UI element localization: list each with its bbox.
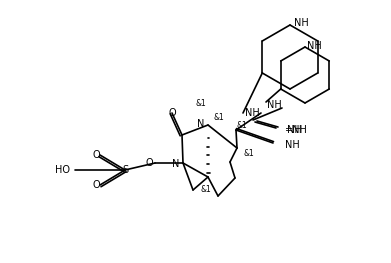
Text: S: S xyxy=(122,165,128,175)
Text: N: N xyxy=(172,159,179,169)
Text: &1: &1 xyxy=(214,114,225,123)
Text: O: O xyxy=(92,180,100,190)
Text: N: N xyxy=(197,119,204,129)
Text: HO: HO xyxy=(55,165,70,175)
Text: =NH: =NH xyxy=(285,125,308,135)
Text: NH: NH xyxy=(267,100,282,110)
Text: NH: NH xyxy=(245,108,259,118)
Text: O: O xyxy=(92,150,100,160)
Text: O: O xyxy=(145,158,153,168)
Text: &1: &1 xyxy=(201,185,212,194)
Text: NH: NH xyxy=(294,18,309,28)
Text: &1: &1 xyxy=(196,99,206,109)
Text: NH: NH xyxy=(287,125,302,135)
Text: &1: &1 xyxy=(243,149,254,159)
Text: O: O xyxy=(168,108,176,118)
Text: NH: NH xyxy=(307,41,322,51)
Text: NH: NH xyxy=(285,140,300,150)
Text: &1: &1 xyxy=(237,122,248,130)
